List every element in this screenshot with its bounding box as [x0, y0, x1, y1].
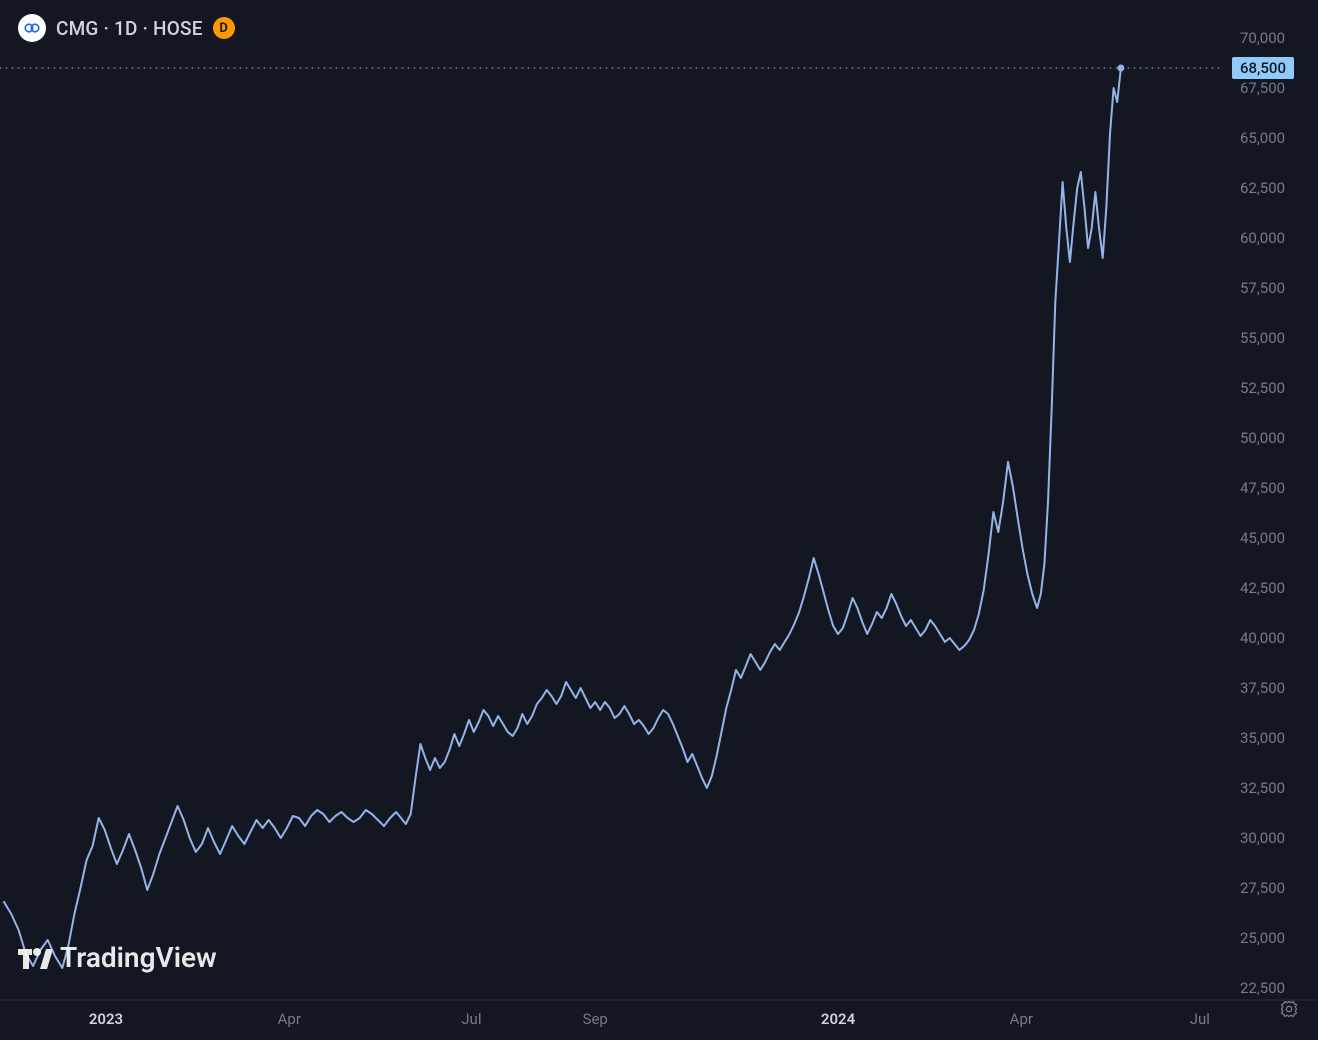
last-price-dot: [1117, 65, 1124, 72]
tradingview-watermark: TradingView: [18, 941, 217, 974]
svg-text:52,500: 52,500: [1240, 379, 1285, 397]
svg-text:Apr: Apr: [278, 1010, 301, 1028]
svg-text:Jul: Jul: [1190, 1010, 1210, 1028]
svg-text:42,500: 42,500: [1240, 579, 1285, 597]
svg-text:Jul: Jul: [461, 1010, 481, 1028]
svg-text:55,000: 55,000: [1240, 329, 1285, 347]
svg-text:2024: 2024: [821, 1010, 856, 1028]
timeframe: 1D: [114, 17, 138, 40]
svg-text:57,500: 57,500: [1240, 279, 1285, 297]
price-series: [4, 68, 1121, 968]
chart-root: CMG · 1D · HOSE D 70,000 67,500 65,000 62,5…: [0, 0, 1318, 1040]
watermark-text: TradingView: [60, 941, 217, 974]
svg-text:35,000: 35,000: [1240, 729, 1285, 747]
chart-settings-button[interactable]: [1278, 998, 1300, 1020]
y-axis: 70,000 67,500 65,000 62,500 60,000 57,500 55,0…: [1240, 29, 1285, 997]
chart-pane[interactable]: 70,000 67,500 65,000 62,500 60,000 57,500 55,0…: [0, 0, 1318, 1040]
svg-text:70,000: 70,000: [1240, 29, 1285, 47]
symbol-label: CMG · 1D · HOSE: [56, 17, 203, 40]
svg-text:32,500: 32,500: [1240, 779, 1285, 797]
svg-text:30,000: 30,000: [1240, 829, 1285, 847]
symbol-logo-icon: [18, 14, 46, 42]
gear-icon: [1279, 999, 1299, 1019]
exchange: HOSE: [153, 17, 203, 40]
svg-text:37,500: 37,500: [1240, 679, 1285, 697]
svg-text:65,000: 65,000: [1240, 129, 1285, 147]
svg-text:22,500: 22,500: [1240, 979, 1285, 997]
svg-text:62,500: 62,500: [1240, 179, 1285, 197]
svg-text:27,500: 27,500: [1240, 879, 1285, 897]
svg-text:Apr: Apr: [1010, 1010, 1033, 1028]
chart-svg: 70,000 67,500 65,000 62,500 60,000 57,500 55,0…: [0, 0, 1318, 1040]
svg-text:Sep: Sep: [583, 1010, 608, 1028]
svg-text:60,000: 60,000: [1240, 229, 1285, 247]
tradingview-logo-icon: [18, 947, 52, 969]
data-delay-badge[interactable]: D: [213, 17, 235, 39]
current-price-badge[interactable]: 68,500: [1232, 57, 1294, 79]
ticker: CMG: [56, 17, 99, 40]
x-axis: 2023 Apr Jul Sep 2024 Apr Jul: [89, 1010, 1210, 1028]
svg-text:2023: 2023: [89, 1010, 123, 1028]
svg-text:50,000: 50,000: [1240, 429, 1285, 447]
svg-text:25,000: 25,000: [1240, 929, 1285, 947]
svg-text:45,000: 45,000: [1240, 529, 1285, 547]
symbol-header[interactable]: CMG · 1D · HOSE D: [18, 14, 235, 42]
svg-text:67,500: 67,500: [1240, 79, 1285, 97]
svg-text:40,000: 40,000: [1240, 629, 1285, 647]
svg-text:47,500: 47,500: [1240, 479, 1285, 497]
